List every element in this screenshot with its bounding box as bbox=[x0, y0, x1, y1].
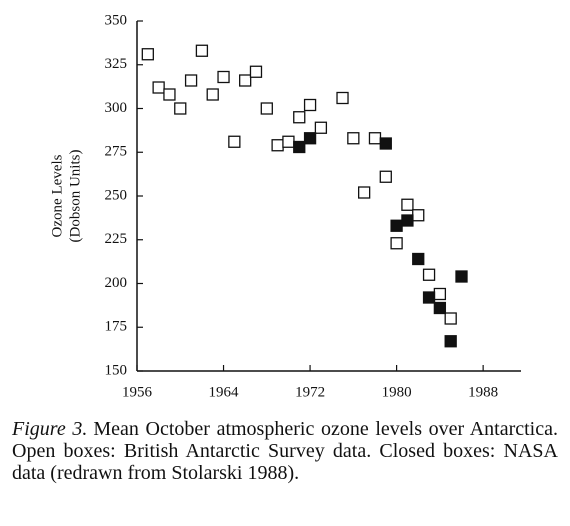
data-point bbox=[184, 74, 198, 87]
x-tick-label: 1972 bbox=[295, 384, 325, 400]
y-tick-label: 250 bbox=[105, 187, 128, 203]
x-tick-label: 1980 bbox=[382, 384, 412, 400]
data-point bbox=[271, 139, 284, 152]
y-tick-label: 275 bbox=[105, 144, 128, 160]
data-point bbox=[249, 65, 263, 78]
y-tick-label: 325 bbox=[105, 56, 128, 72]
data-point bbox=[433, 301, 447, 315]
data-point bbox=[379, 137, 392, 150]
data-point bbox=[455, 270, 468, 283]
caption-text: Mean October atmospheric ozone levels ov… bbox=[12, 418, 558, 484]
data-point bbox=[152, 81, 165, 94]
y-axis-label: (Dobson Units) bbox=[67, 150, 83, 243]
data-point bbox=[379, 170, 392, 183]
x-tick-label: 1956 bbox=[122, 384, 153, 400]
data-point bbox=[412, 252, 425, 266]
data-point bbox=[217, 70, 230, 84]
data-point bbox=[282, 135, 295, 148]
data-point bbox=[195, 44, 209, 57]
y-tick-label: 175 bbox=[105, 319, 128, 335]
chart: Ozone Levels (Dobson Units) 150 175 200 225… bbox=[49, 12, 521, 400]
data-point bbox=[422, 268, 436, 281]
data-point bbox=[422, 291, 436, 304]
caption: Figure 3. Mean October atmospheric ozone … bbox=[12, 418, 558, 484]
y-tick-label: 200 bbox=[105, 275, 128, 291]
data-point bbox=[401, 198, 414, 211]
y-tick-label: 350 bbox=[105, 12, 128, 28]
data-point bbox=[174, 102, 187, 115]
data-point bbox=[303, 98, 317, 112]
data-point bbox=[390, 237, 403, 250]
y-tick-label: 225 bbox=[105, 231, 128, 247]
data-point bbox=[444, 312, 457, 325]
data-point bbox=[368, 132, 382, 145]
data-point bbox=[163, 88, 176, 101]
y-tick-label: 300 bbox=[105, 100, 128, 116]
data-point bbox=[444, 335, 457, 348]
x-tick-label: 1988 bbox=[468, 384, 498, 400]
data-point bbox=[239, 74, 252, 87]
data-point bbox=[228, 135, 241, 148]
data-point bbox=[314, 121, 328, 134]
data-point bbox=[293, 111, 306, 124]
y-tick-label: 150 bbox=[105, 362, 128, 378]
data-point bbox=[141, 48, 154, 61]
data-point bbox=[260, 102, 273, 115]
y-axis-label: Ozone Levels bbox=[49, 154, 65, 237]
data-point bbox=[358, 186, 371, 199]
data-point bbox=[347, 132, 360, 145]
data-point bbox=[401, 214, 414, 227]
data-point bbox=[433, 287, 447, 301]
caption-label: Figure 3. bbox=[12, 418, 88, 440]
data-point bbox=[293, 140, 306, 154]
x-tick-label: 1964 bbox=[209, 384, 240, 400]
data-point bbox=[390, 219, 403, 232]
data-point bbox=[206, 88, 219, 101]
data-point bbox=[336, 91, 349, 105]
data-point bbox=[412, 209, 425, 222]
data-point bbox=[303, 132, 317, 145]
